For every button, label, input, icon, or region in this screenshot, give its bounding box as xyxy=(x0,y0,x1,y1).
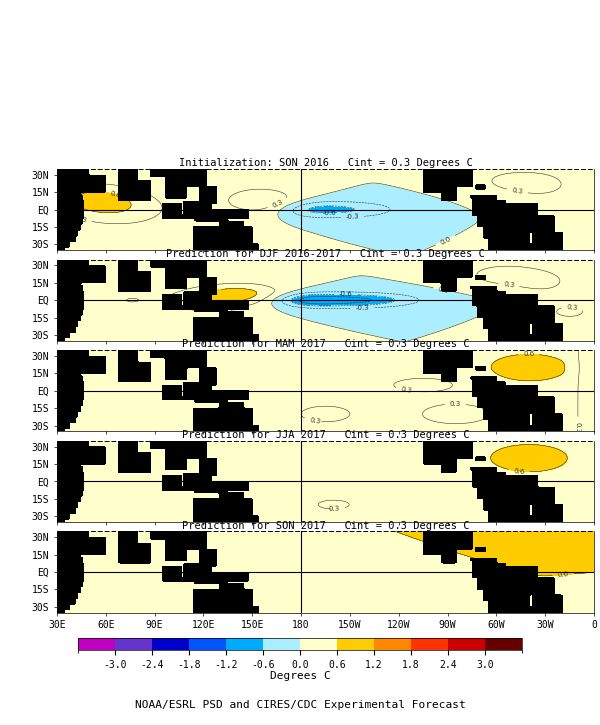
Text: 0.0: 0.0 xyxy=(438,286,450,294)
Title: Prediction for JJA 2017   Cint = 0.3 Degrees C: Prediction for JJA 2017 Cint = 0.3 Degre… xyxy=(182,430,469,440)
Text: -0.3: -0.3 xyxy=(355,305,369,311)
Text: 0.3: 0.3 xyxy=(309,417,321,425)
Text: 0.3: 0.3 xyxy=(449,401,461,407)
Text: 0.3: 0.3 xyxy=(575,422,581,433)
Text: NOAA/ESRL PSD and CIRES/CDC Experimental Forecast: NOAA/ESRL PSD and CIRES/CDC Experimental… xyxy=(134,700,466,710)
Text: 0.6: 0.6 xyxy=(523,351,535,357)
Text: 0.6: 0.6 xyxy=(557,571,569,579)
Title: Initialization: SON 2016   Cint = 0.3 Degrees C: Initialization: SON 2016 Cint = 0.3 Degr… xyxy=(179,158,472,168)
Text: 0.3: 0.3 xyxy=(271,199,284,209)
Title: Prediction for SON 2017   Cint = 0.3 Degrees C: Prediction for SON 2017 Cint = 0.3 Degre… xyxy=(182,521,469,531)
Title: Prediction for DJF 2016-2017   Cint = 0.3 Degrees C: Prediction for DJF 2016-2017 Cint = 0.3 … xyxy=(166,249,485,259)
Text: 0.0: 0.0 xyxy=(439,235,452,246)
Text: 0.6: 0.6 xyxy=(110,190,122,199)
Text: -0.6: -0.6 xyxy=(323,210,337,217)
Text: -0.3: -0.3 xyxy=(346,214,359,220)
Text: 0.3: 0.3 xyxy=(329,506,340,513)
Title: Prediction for MAM 2017   Cint = 0.3 Degrees C: Prediction for MAM 2017 Cint = 0.3 Degre… xyxy=(182,339,469,349)
Text: Degrees C: Degrees C xyxy=(269,671,331,681)
Text: 0.3: 0.3 xyxy=(511,187,523,195)
Text: 0.3: 0.3 xyxy=(229,304,241,312)
Text: -0.6: -0.6 xyxy=(339,291,353,298)
Text: 0.3: 0.3 xyxy=(503,281,515,289)
Text: 0.3: 0.3 xyxy=(75,215,88,223)
Text: 0.3: 0.3 xyxy=(566,304,578,310)
Text: 0.6: 0.6 xyxy=(513,468,525,475)
Text: 0.3: 0.3 xyxy=(400,386,412,394)
Text: 0.6: 0.6 xyxy=(205,287,217,294)
